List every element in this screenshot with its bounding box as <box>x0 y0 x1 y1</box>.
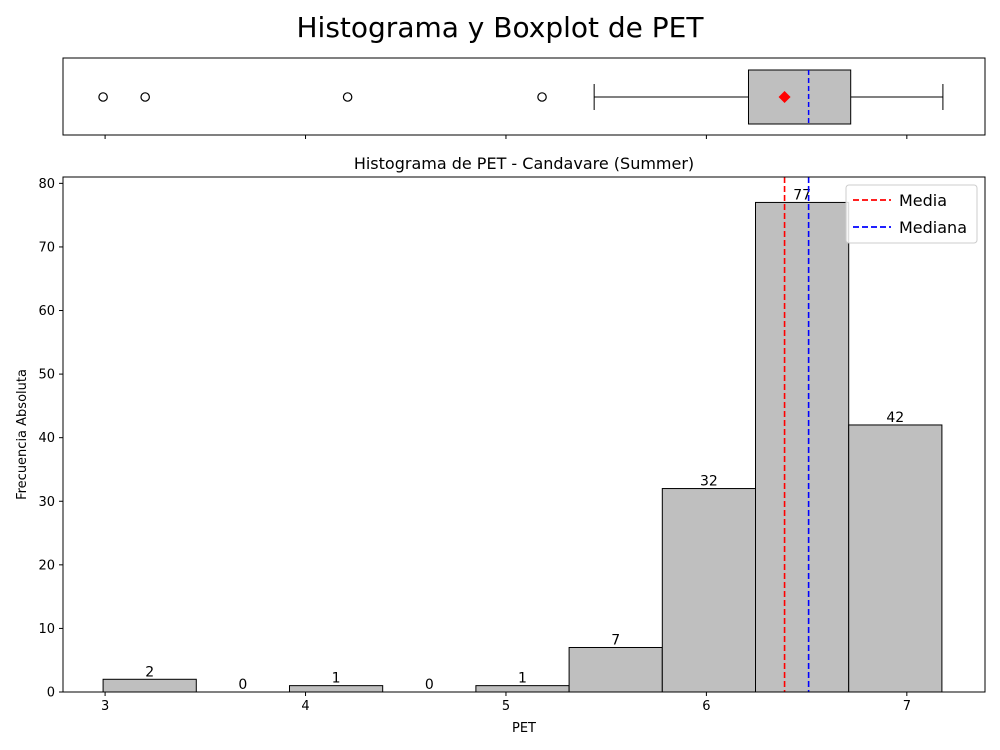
legend-label-media: Media <box>899 191 947 210</box>
y-tick-label: 20 <box>38 558 55 573</box>
x-tick-label: 6 <box>702 699 710 714</box>
boxplot-outlier <box>140 92 150 102</box>
histogram-panel: Histograma de PET - Candavare (Summer)20… <box>15 154 986 736</box>
boxplot-outlier <box>98 92 108 102</box>
y-tick-label: 70 <box>38 240 55 255</box>
bar-count-label: 1 <box>518 671 527 687</box>
bar-count-label: 32 <box>700 474 718 490</box>
x-tick-label: 3 <box>101 699 109 714</box>
y-tick-label: 10 <box>38 622 55 637</box>
y-tick-label: 80 <box>38 177 55 192</box>
boxplot-box <box>747 69 852 125</box>
y-axis-label: Frecuencia Absoluta <box>15 369 30 500</box>
boxplot-outlier <box>342 92 353 102</box>
bar-count-label: 2 <box>145 664 154 680</box>
histogram-bar <box>568 646 663 693</box>
figure-title: Histograma y Boxplot de PET <box>297 11 705 44</box>
histogram-bar <box>102 678 197 693</box>
histogram-bar <box>661 488 757 693</box>
bar-count-label: 7 <box>611 632 620 648</box>
legend-label-mediana: Mediana <box>899 218 967 237</box>
y-tick-label: 30 <box>38 495 55 510</box>
x-tick-label: 5 <box>502 699 510 714</box>
histogram-frame <box>62 176 986 693</box>
x-tick-label: 7 <box>903 699 911 714</box>
bar-count-label: 77 <box>793 187 811 203</box>
histogram-bar <box>848 424 943 693</box>
y-tick-label: 50 <box>38 368 55 383</box>
y-tick-label: 0 <box>47 686 55 701</box>
y-tick-label: 40 <box>38 431 55 446</box>
bar-count-label: 1 <box>332 671 341 687</box>
bar-count-label: 0 <box>425 677 434 693</box>
boxplot-mean-marker <box>778 91 791 103</box>
histogram-title: Histograma de PET - Candavare (Summer) <box>354 154 694 173</box>
histogram-bar <box>755 201 850 693</box>
legend-box <box>845 184 978 244</box>
x-tick-label: 4 <box>301 699 309 714</box>
bar-count-label: 0 <box>238 677 247 693</box>
bar-count-label: 42 <box>886 410 904 426</box>
boxplot-panel <box>62 57 986 139</box>
boxplot-outlier <box>537 92 547 102</box>
y-tick-label: 60 <box>38 304 55 319</box>
x-axis-label: PET <box>512 721 536 736</box>
